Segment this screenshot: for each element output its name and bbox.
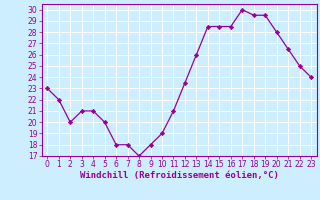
X-axis label: Windchill (Refroidissement éolien,°C): Windchill (Refroidissement éolien,°C) — [80, 171, 279, 180]
